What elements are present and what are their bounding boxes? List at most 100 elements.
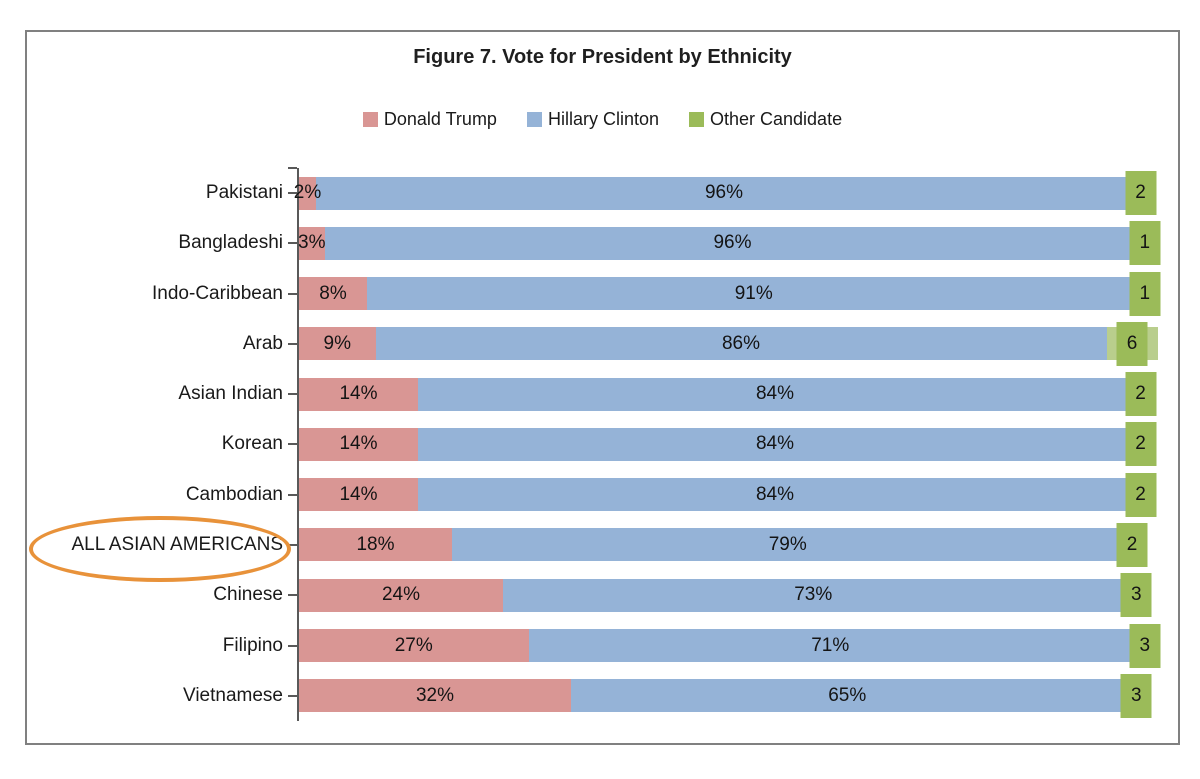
legend: Donald Trump Hillary Clinton Other Candi…: [27, 106, 1178, 132]
bar-segment-trump: 14%: [299, 478, 418, 512]
chart-frame: Figure 7. Vote for President by Ethnicit…: [25, 30, 1180, 745]
data-label-clinton: 84%: [755, 383, 795, 405]
chart-row: Pakistani 2% 96% 2: [206, 168, 1159, 218]
data-label-other: 6: [1116, 321, 1148, 366]
bar-segment-clinton: 91%: [367, 277, 1141, 311]
axis-tick: [288, 342, 297, 345]
chart-row: Bangladeshi 3% 96% 1: [178, 218, 1161, 268]
data-label-clinton: 65%: [828, 684, 867, 706]
data-label-trump: 9%: [323, 332, 351, 354]
data-label-clinton: 79%: [768, 533, 807, 555]
chart-row: Cambodian 14% 84% 2: [186, 470, 1159, 520]
data-label-clinton: 84%: [755, 483, 795, 505]
legend-swatch-icon: [526, 111, 542, 127]
axis-tick: [288, 493, 297, 496]
stacked-bar: 9% 86% 6: [299, 321, 1159, 366]
category-label: Asian Indian: [178, 383, 283, 405]
stacked-bar: 14% 84% 2: [299, 372, 1159, 417]
category-label: Cambodian: [185, 483, 283, 505]
data-label-other: 2: [1125, 372, 1156, 417]
bar-segment-other: 1: [1129, 271, 1161, 316]
data-label-clinton: 96%: [704, 182, 744, 204]
axis-tick: [288, 644, 297, 647]
highlight-ellipse-annotation: [29, 516, 291, 582]
stacked-bar: 24% 73% 3: [299, 573, 1159, 618]
bar-segment-other: 2: [1125, 422, 1156, 467]
legend-swatch-icon: [362, 111, 378, 127]
axis-tick: [288, 242, 297, 245]
stacked-bar: 3% 96% 1: [298, 221, 1161, 266]
bar-segment-trump: 24%: [299, 578, 503, 612]
category-label: Pakistani: [205, 182, 283, 204]
bar-segment-other: 2: [1116, 522, 1148, 567]
bar-segment-clinton: 65%: [571, 679, 1124, 713]
data-label-other: 1: [1129, 271, 1161, 316]
bar-segment-trump: 2%: [294, 176, 321, 210]
data-label-trump: 3%: [298, 232, 326, 254]
category-label: Chinese: [213, 584, 283, 606]
chart-row: Filipino 27% 71% 3: [223, 620, 1161, 670]
bar-segment-clinton: 86%: [375, 327, 1107, 361]
category-label: Arab: [242, 332, 283, 354]
bar-segment-trump: 3%: [298, 226, 326, 260]
bar-segment-other: 2: [1125, 171, 1156, 216]
data-label-trump: 32%: [415, 684, 455, 706]
legend-label: Hillary Clinton: [547, 108, 659, 129]
chart-row: Korean 14% 84% 2: [222, 419, 1159, 469]
stacked-bar: 2% 96% 2: [294, 171, 1159, 216]
axis-tick: [288, 167, 297, 169]
bar-segment-other: 3: [1129, 623, 1161, 668]
data-label-clinton: 71%: [811, 634, 850, 656]
chart-row: Chinese 24% 73% 3: [213, 570, 1159, 620]
data-label-trump: 24%: [381, 584, 421, 606]
bar-segment-other: 2: [1125, 472, 1156, 517]
bar-segment-trump: 14%: [299, 377, 418, 411]
data-label-trump: 14%: [339, 433, 378, 455]
bar-segment-clinton: 84%: [418, 478, 1132, 512]
stacked-bar: 27% 71% 3: [299, 623, 1161, 668]
legend-item-other-candidate: Other Candidate: [689, 109, 842, 130]
category-label: Bangladeshi: [178, 232, 283, 254]
data-label-other: 2: [1125, 422, 1156, 467]
data-label-other: 2: [1116, 522, 1148, 567]
bar-segment-other: 3: [1120, 673, 1152, 718]
chart-row: Arab 9% 86% 6: [243, 319, 1159, 369]
chart-row: Asian Indian 14% 84% 2: [178, 369, 1159, 419]
category-label: Indo-Caribbean: [152, 282, 283, 304]
bar-segment-trump: 27%: [299, 629, 529, 663]
chart-row: Vietnamese 32% 65% 3: [183, 671, 1159, 721]
data-label-trump: 18%: [356, 533, 395, 555]
axis-tick: [288, 443, 297, 446]
bar-segment-other: 2: [1125, 372, 1156, 417]
bar-segment-clinton: 96%: [324, 226, 1141, 260]
axis-tick: [288, 594, 297, 597]
bar-segment-trump: 14%: [299, 427, 418, 461]
data-label-trump: 14%: [339, 483, 378, 505]
category-label: Filipino: [222, 634, 283, 656]
chart-row: Indo-Caribbean 8% 91% 1: [152, 269, 1161, 319]
legend-item-donald-trump: Donald Trump: [362, 109, 497, 130]
stacked-bar: 32% 65% 3: [299, 673, 1159, 718]
data-label-other: 3: [1120, 573, 1152, 618]
bar-segment-clinton: 71%: [528, 629, 1132, 663]
data-label-clinton: 84%: [755, 433, 795, 455]
bar-segment-clinton: 73%: [503, 578, 1124, 612]
data-label-other: 2: [1125, 171, 1156, 216]
bar-segment-trump: 32%: [299, 679, 571, 713]
legend-item-hillary-clinton: Hillary Clinton: [526, 108, 659, 130]
data-label-trump: 14%: [339, 383, 378, 405]
stacked-bar: 8% 91% 1: [299, 271, 1161, 316]
category-label: Korean: [221, 433, 283, 455]
stacked-bar: 14% 84% 2: [299, 472, 1159, 517]
bar-segment-other: 3: [1120, 573, 1152, 618]
stacked-bar: 14% 84% 2: [299, 422, 1159, 467]
data-label-other: 3: [1120, 673, 1152, 718]
legend-label: Other Candidate: [710, 108, 843, 129]
data-label-trump: 8%: [319, 282, 347, 304]
legend-swatch-icon: [689, 111, 704, 127]
axis-tick: [288, 694, 297, 697]
data-label-other: 1: [1129, 221, 1161, 266]
bar-segment-other: 1: [1129, 221, 1161, 266]
bar-segment-clinton: 84%: [418, 427, 1132, 461]
chart-title: Figure 7. Vote for President by Ethnicit…: [413, 46, 792, 68]
